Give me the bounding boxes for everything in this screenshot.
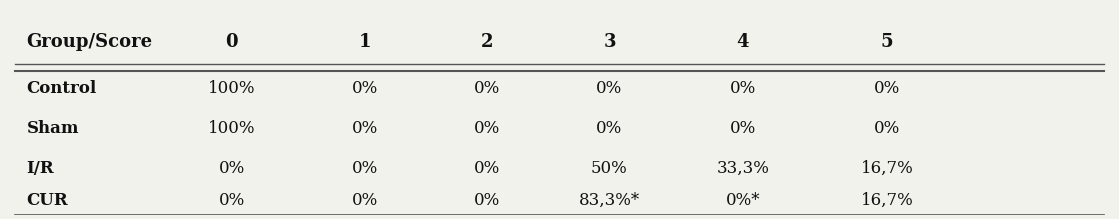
Text: 0%: 0% (218, 160, 245, 177)
Text: 0%: 0% (352, 120, 378, 137)
Text: 3: 3 (603, 33, 615, 51)
Text: 50%: 50% (591, 160, 628, 177)
Text: 0%: 0% (474, 80, 500, 97)
Text: 16,7%: 16,7% (861, 160, 913, 177)
Text: 0%: 0% (874, 120, 901, 137)
Text: 33,3%: 33,3% (716, 160, 769, 177)
Text: 0%: 0% (596, 80, 622, 97)
Text: 0%: 0% (218, 192, 245, 208)
Text: 0%: 0% (352, 192, 378, 208)
Text: 0%: 0% (730, 80, 756, 97)
Text: 0%: 0% (474, 160, 500, 177)
Text: 0%*: 0%* (725, 192, 760, 208)
Text: 16,7%: 16,7% (861, 192, 913, 208)
Text: 100%: 100% (208, 120, 255, 137)
Text: 0%: 0% (596, 120, 622, 137)
Text: 0%: 0% (874, 80, 901, 97)
Text: Control: Control (27, 80, 96, 97)
Text: 0%: 0% (352, 80, 378, 97)
Text: I/R: I/R (27, 160, 54, 177)
Text: 0%: 0% (474, 192, 500, 208)
Text: Group/Score: Group/Score (27, 33, 152, 51)
Text: 100%: 100% (208, 80, 255, 97)
Text: Sham: Sham (27, 120, 78, 137)
Text: 1: 1 (359, 33, 372, 51)
Text: 0%: 0% (352, 160, 378, 177)
Text: 4: 4 (736, 33, 749, 51)
Text: 5: 5 (881, 33, 893, 51)
Text: 0%: 0% (474, 120, 500, 137)
Text: 0: 0 (226, 33, 238, 51)
Text: 2: 2 (481, 33, 493, 51)
Text: CUR: CUR (27, 192, 68, 208)
Text: 0%: 0% (730, 120, 756, 137)
Text: 83,3%*: 83,3%* (579, 192, 640, 208)
